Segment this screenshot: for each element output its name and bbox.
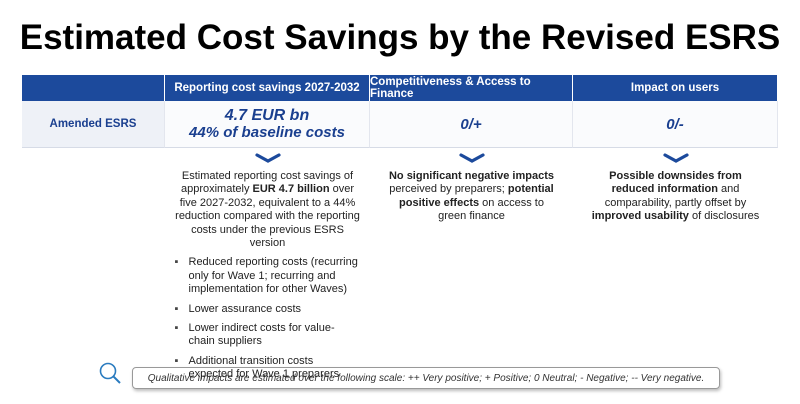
text-segment: on access to green finance — [438, 196, 544, 223]
text-segment: Possible downsides from reduced informat… — [609, 170, 742, 196]
description: Estimated reporting cost savings of appr… — [175, 170, 361, 388]
chevron — [254, 153, 281, 163]
bullet: Reduced reporting costs (recurring only … — [175, 256, 361, 296]
column-header: Reporting cost savings 2027-2032 — [165, 75, 370, 101]
text-segment: Estimated reporting cost savings of appr… — [180, 170, 354, 196]
chevron — [458, 153, 485, 163]
text-segment: improved usability — [591, 210, 689, 223]
description: No significant negative impacts perceive… — [384, 170, 560, 224]
value-cell: 0/+ — [370, 101, 573, 148]
cell-value: 44% of baseline costs — [189, 124, 345, 141]
cell-value: 0/- — [666, 115, 684, 133]
cell-value: 4.7 EUR bn — [224, 107, 310, 124]
description-text: No significant negative impacts perceive… — [384, 170, 560, 224]
text-segment: EUR 4.7 billion — [252, 183, 330, 196]
text-segment: over five 2027-2032, equivalent to a 44%… — [175, 183, 360, 250]
description-text: Estimated reporting cost savings of appr… — [175, 170, 361, 250]
text-segment: potential positive effects — [399, 183, 554, 209]
magnifier-icon — [99, 362, 121, 384]
description-text: Possible downsides from reduced informat… — [588, 170, 764, 224]
bullet: Lower indirect costs for value-chain sup… — [175, 322, 361, 349]
description: Possible downsides from reduced informat… — [588, 170, 764, 224]
text-segment: perceived by preparers; — [389, 183, 508, 196]
column-header: Competitiveness & Access to Finance — [370, 75, 573, 101]
title: Estimated Cost Savings by the Revised ES… — [19, 18, 781, 57]
chevron — [662, 153, 689, 163]
value-cell: 4.7 EUR bn 44% of baseline costs — [165, 101, 370, 148]
footnote: Qualitative impacts are estimated over t… — [132, 367, 720, 389]
text-segment: and comparability, partly offset by — [604, 183, 747, 209]
column-header: Impact on users — [573, 75, 778, 101]
text-segment: No significant negative impacts — [388, 170, 555, 182]
text-segment: of disclosures — [688, 210, 760, 223]
value-cell: 0/- — [573, 101, 778, 148]
row-label-cell: Amended ESRS — [22, 101, 165, 148]
header-empty — [22, 75, 165, 101]
row-label: Amended ESRS — [49, 118, 137, 130]
bullet: Additional transition costs expected for… — [175, 355, 361, 382]
bullet: Lower assurance costs — [175, 303, 361, 317]
bullet-list: Reduced reporting costs (recurring only … — [175, 256, 361, 381]
cell-value: 0/+ — [460, 115, 482, 133]
